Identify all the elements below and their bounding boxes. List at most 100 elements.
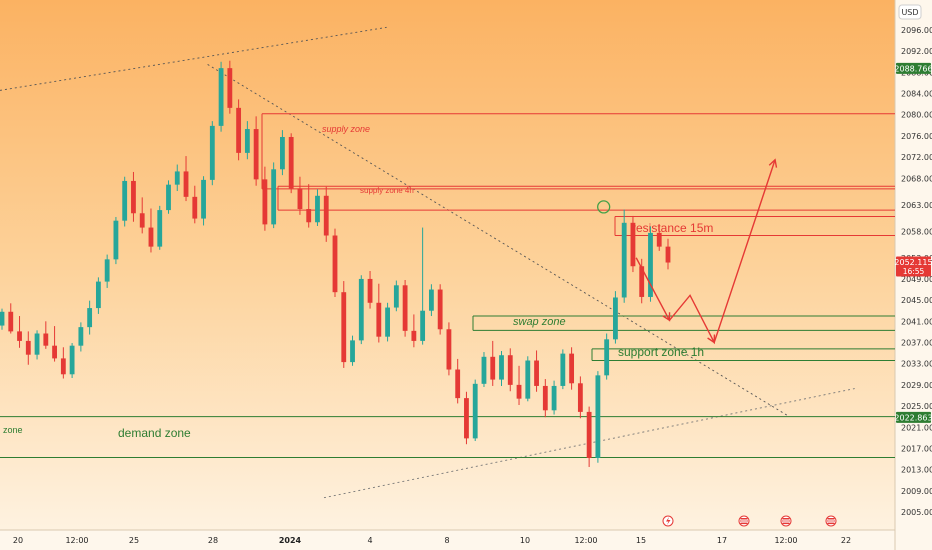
candle[interactable] bbox=[481, 352, 487, 387]
candle[interactable] bbox=[332, 228, 338, 297]
candle[interactable] bbox=[393, 280, 399, 312]
candle[interactable] bbox=[43, 321, 49, 349]
candle[interactable] bbox=[385, 302, 390, 342]
candle[interactable] bbox=[586, 406, 592, 467]
currency-badge[interactable]: USD bbox=[898, 4, 922, 20]
candle[interactable] bbox=[262, 166, 268, 231]
candle[interactable] bbox=[367, 271, 373, 309]
candle[interactable] bbox=[122, 176, 128, 227]
candle[interactable] bbox=[131, 171, 136, 222]
candle[interactable] bbox=[402, 280, 408, 337]
candle[interactable] bbox=[507, 348, 513, 392]
candle[interactable] bbox=[569, 347, 575, 390]
price-marker[interactable]: 2088.766 bbox=[894, 62, 932, 74]
candle[interactable] bbox=[34, 330, 40, 360]
candle[interactable] bbox=[464, 391, 469, 445]
candle-body bbox=[376, 302, 382, 337]
candle[interactable] bbox=[525, 356, 531, 402]
candle[interactable] bbox=[113, 216, 119, 265]
candle[interactable] bbox=[166, 180, 171, 214]
candle[interactable] bbox=[341, 281, 347, 368]
candle[interactable] bbox=[621, 209, 627, 303]
candle[interactable] bbox=[148, 208, 154, 253]
candle[interactable] bbox=[630, 215, 636, 273]
candle[interactable] bbox=[376, 283, 382, 343]
candle[interactable] bbox=[271, 162, 277, 229]
candle[interactable] bbox=[350, 335, 355, 366]
candle[interactable] bbox=[490, 340, 496, 386]
candle[interactable] bbox=[183, 156, 189, 202]
candle[interactable] bbox=[595, 371, 601, 463]
candle[interactable] bbox=[0, 308, 5, 330]
plot-background bbox=[0, 0, 895, 530]
candle[interactable] bbox=[604, 333, 610, 380]
candle[interactable] bbox=[455, 358, 461, 404]
date-tick-label: 15 bbox=[636, 536, 646, 545]
trendline[interactable] bbox=[207, 64, 790, 418]
candle[interactable] bbox=[472, 379, 478, 442]
price-tick-label: 2076.000 bbox=[901, 132, 932, 141]
candle[interactable] bbox=[104, 254, 110, 288]
candle[interactable] bbox=[446, 322, 452, 376]
candle[interactable] bbox=[218, 61, 224, 132]
candle[interactable] bbox=[613, 291, 618, 344]
candle[interactable] bbox=[244, 121, 250, 160]
candle-body bbox=[60, 358, 66, 375]
candle-body bbox=[236, 107, 242, 153]
flag-event-icon[interactable] bbox=[738, 515, 750, 527]
candle[interactable] bbox=[95, 277, 101, 314]
candle[interactable] bbox=[358, 275, 364, 345]
trendline[interactable] bbox=[0, 26, 387, 91]
candle[interactable] bbox=[437, 284, 443, 335]
candle[interactable] bbox=[542, 379, 548, 418]
candle[interactable] bbox=[656, 224, 662, 251]
candle-body bbox=[411, 330, 417, 341]
candle-body bbox=[87, 308, 93, 328]
candle-body bbox=[78, 327, 84, 346]
candle[interactable] bbox=[577, 376, 583, 419]
candle[interactable] bbox=[157, 205, 163, 250]
candle[interactable] bbox=[551, 380, 557, 415]
candle[interactable] bbox=[192, 185, 198, 224]
candle[interactable] bbox=[69, 343, 75, 378]
flag-event-icon[interactable] bbox=[825, 515, 837, 527]
candle[interactable] bbox=[25, 331, 31, 365]
candle[interactable] bbox=[209, 121, 215, 186]
candle[interactable] bbox=[52, 326, 57, 362]
candle[interactable] bbox=[60, 347, 66, 379]
candle[interactable] bbox=[288, 133, 294, 194]
candle[interactable] bbox=[411, 314, 417, 348]
highlight-circle[interactable] bbox=[597, 200, 611, 214]
candle[interactable] bbox=[236, 99, 242, 161]
flag-event-icon[interactable] bbox=[780, 515, 792, 527]
price-marker[interactable]: 2022.863 bbox=[894, 411, 932, 423]
candle[interactable] bbox=[8, 303, 14, 334]
candle[interactable] bbox=[306, 184, 312, 228]
candle[interactable] bbox=[648, 226, 653, 302]
candle[interactable] bbox=[516, 365, 522, 406]
candle[interactable] bbox=[420, 227, 426, 345]
candle[interactable] bbox=[534, 350, 539, 392]
lightning-event-icon[interactable] bbox=[662, 515, 674, 527]
candle[interactable] bbox=[201, 176, 206, 226]
candle[interactable] bbox=[280, 130, 285, 176]
candle[interactable] bbox=[499, 350, 504, 386]
candle-body bbox=[227, 68, 233, 108]
candle[interactable] bbox=[227, 60, 233, 114]
candle[interactable] bbox=[665, 238, 671, 270]
candle[interactable] bbox=[323, 186, 329, 242]
candle[interactable] bbox=[174, 164, 180, 192]
candle[interactable] bbox=[428, 284, 434, 317]
candle[interactable] bbox=[639, 258, 645, 304]
candle[interactable] bbox=[560, 349, 566, 390]
projection-line[interactable] bbox=[635, 159, 776, 345]
candle[interactable] bbox=[315, 189, 320, 226]
candle[interactable] bbox=[297, 176, 303, 215]
candle[interactable] bbox=[139, 197, 145, 234]
candle[interactable] bbox=[78, 322, 84, 352]
candle[interactable] bbox=[17, 316, 22, 348]
candle[interactable] bbox=[253, 116, 259, 186]
candle[interactable] bbox=[87, 300, 93, 335]
